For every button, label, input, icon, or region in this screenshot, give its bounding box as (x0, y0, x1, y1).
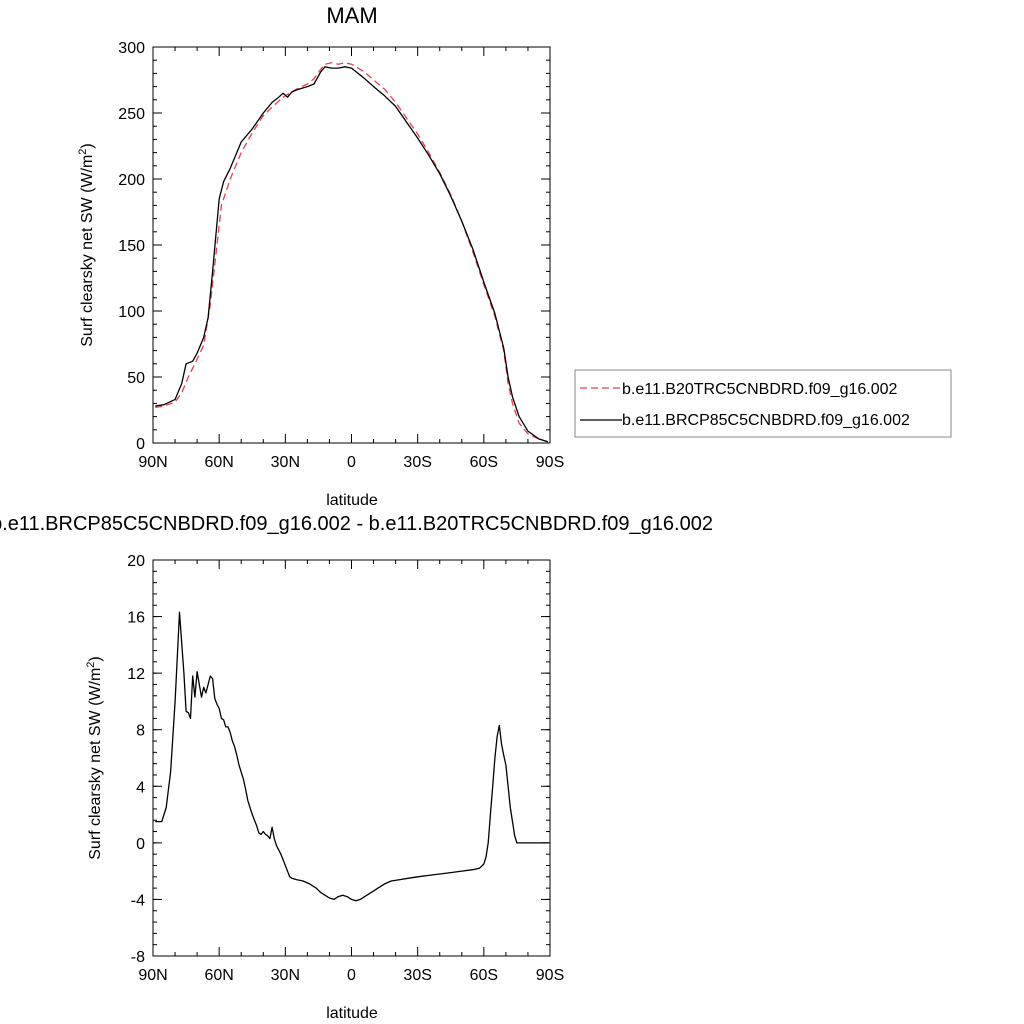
top-chart-ylabel-close: ) (79, 143, 96, 148)
top-chart-legend: b.e11.B20TRC5CNBDRD.f09_g16.002 b.e11.BR… (574, 369, 952, 438)
y-tick-label: 200 (118, 172, 145, 189)
y-tick-label: 150 (118, 238, 145, 255)
bottom-chart-ylabel: Surf clearsky net SW (W/m2) (85, 656, 104, 859)
x-tick-label: 90N (138, 454, 167, 471)
top-chart-ylabel: Surf clearsky net SW (W/m2) (77, 143, 96, 346)
top-chart-series (155, 62, 548, 443)
y-tick-label: 0 (136, 436, 145, 453)
bottom-chart-ylabel-close: ) (87, 656, 104, 661)
bottom-chart-ylabel-sup: 2 (85, 662, 97, 668)
y-tick-label: -4 (131, 892, 145, 909)
y-tick-label: 250 (118, 106, 145, 123)
top-chart-ticks: 90N 60N 30N 0 30S 60S 90S 0 50 100 150 200 250 300 (118, 40, 564, 471)
series-line-1 (155, 66, 548, 443)
bottom-chart: b.e11.BRCP85C5CNBDRD.f09_g16.002 - b.e11… (0, 513, 713, 1022)
y-tick-label: 12 (127, 666, 145, 683)
bottom-chart-series (155, 611, 548, 902)
y-tick-label: -8 (131, 949, 145, 966)
top-chart: MAM 90N 60N 30N 0 30S 60S 90S 0 50 100 150 200 250 30… (77, 3, 952, 509)
x-tick-label: 90N (138, 967, 167, 984)
x-tick-label: 60S (470, 454, 498, 471)
y-tick-label: 16 (127, 610, 145, 627)
bottom-chart-ticks: 90N 60N 30N 0 30S 60S 90S -8 -4 0 4 8 12 16 20 (127, 553, 564, 984)
legend-box (574, 369, 952, 438)
top-chart-xlabel: latitude (326, 492, 378, 509)
x-tick-label: 60N (204, 454, 233, 471)
x-tick-label: 0 (347, 967, 356, 984)
bottom-chart-frame (152, 559, 551, 957)
y-tick-label: 300 (118, 40, 145, 57)
series-line-0 (155, 62, 548, 443)
y-tick-label: 8 (136, 723, 145, 740)
legend-label-series-0: b.e11.B20TRC5CNBDRD.f09_g16.002 (622, 381, 898, 398)
top-chart-ylabel-main: Surf clearsky net SW (W/m (79, 155, 96, 347)
legend-label-series-1: b.e11.BRCP85C5CNBDRD.f09_g16.002 (622, 412, 910, 429)
top-chart-title: MAM (326, 3, 377, 28)
x-tick-label: 30N (271, 454, 300, 471)
y-tick-label: 100 (118, 304, 145, 321)
x-tick-label: 30S (403, 967, 431, 984)
x-tick-label: 60S (470, 967, 498, 984)
bottom-chart-title: b.e11.BRCP85C5CNBDRD.f09_g16.002 - b.e11… (0, 513, 713, 535)
top-chart-ylabel-sup: 2 (77, 149, 89, 155)
series-line-0 (155, 611, 548, 902)
y-tick-label: 20 (127, 553, 145, 570)
x-tick-label: 0 (347, 454, 356, 471)
bottom-chart-xlabel: latitude (326, 1005, 378, 1022)
x-tick-label: 90S (536, 967, 564, 984)
y-tick-label: 50 (127, 370, 145, 387)
top-chart-frame (152, 46, 551, 444)
x-tick-label: 30N (271, 967, 300, 984)
x-tick-label: 60N (204, 967, 233, 984)
bottom-chart-ylabel-main: Surf clearsky net SW (W/m (87, 668, 104, 860)
y-tick-label: 0 (136, 836, 145, 853)
x-tick-label: 90S (536, 454, 564, 471)
y-tick-label: 4 (136, 779, 145, 796)
x-tick-label: 30S (403, 454, 431, 471)
